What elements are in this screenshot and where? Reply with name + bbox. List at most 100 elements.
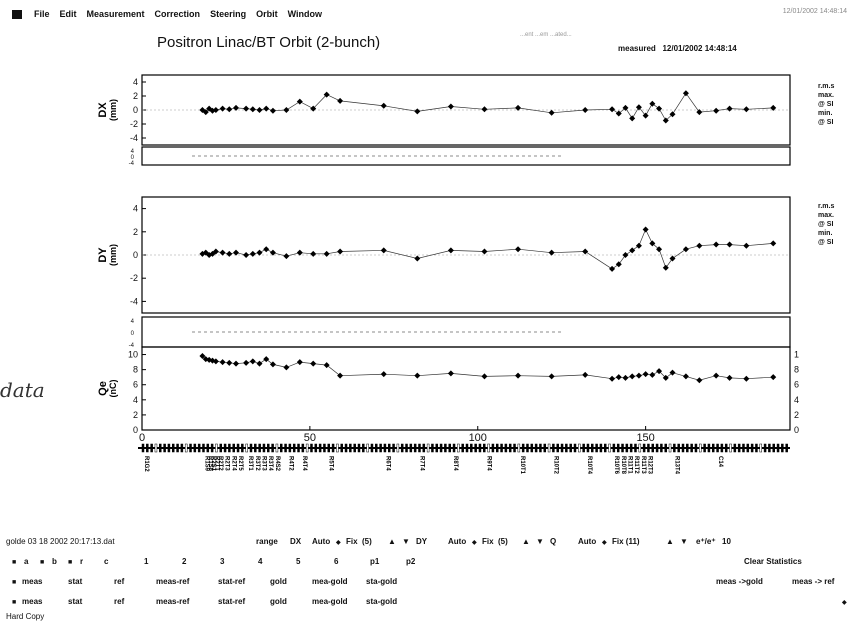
bunch-a-check-icon[interactable] xyxy=(12,557,16,566)
monitor-label: R11T1 xyxy=(626,456,632,474)
menu-steering[interactable]: Steering xyxy=(210,9,247,19)
row2-stat[interactable]: stat xyxy=(68,596,83,606)
bunch-5[interactable]: 5 xyxy=(296,556,301,566)
dy-range-label: DY xyxy=(416,536,428,546)
measured-label: measured 12/01/2002 14:48:14 xyxy=(618,44,737,53)
dx-up-arrow-icon[interactable] xyxy=(388,537,396,546)
bunch-a[interactable]: a xyxy=(24,556,29,566)
dy-point xyxy=(199,250,206,257)
beamline-element xyxy=(491,443,495,453)
monitor-label: R11T3 xyxy=(640,456,646,474)
dx-point xyxy=(263,105,270,112)
row2-meas-ref[interactable]: meas-ref xyxy=(156,596,190,606)
row2-stat-ref[interactable]: stat-ref xyxy=(218,596,246,606)
row2-radio-icon[interactable] xyxy=(842,597,847,606)
beamline-element xyxy=(318,443,322,453)
clear-statistics-button[interactable]: Clear Statistics xyxy=(744,556,802,566)
dx-stat-at-min: @ SI xyxy=(818,119,834,126)
beamline-element xyxy=(785,443,788,453)
qe-point xyxy=(296,359,303,366)
q-up-arrow-icon[interactable] xyxy=(666,537,674,546)
row2-meas[interactable]: meas xyxy=(22,596,43,606)
beamline-element xyxy=(305,443,309,453)
dx-point xyxy=(202,109,209,116)
row2-gold[interactable]: gold xyxy=(270,596,287,606)
menu-correction[interactable]: Correction xyxy=(154,9,201,19)
menu-file[interactable]: File xyxy=(34,9,50,19)
row1-ref[interactable]: ref xyxy=(114,576,125,586)
row1-mea-gold[interactable]: mea-gold xyxy=(312,576,348,586)
bunch-4[interactable]: 4 xyxy=(258,556,263,566)
row1-gold[interactable]: gold xyxy=(270,576,287,586)
q-radio-icon[interactable] xyxy=(602,537,607,546)
dy-point xyxy=(669,255,676,262)
bunch-b-check-icon[interactable] xyxy=(40,557,44,566)
bunch-r[interactable]: r xyxy=(80,556,84,566)
beamline-element xyxy=(383,443,387,453)
beamline-element xyxy=(215,443,218,453)
dy-point xyxy=(263,246,270,253)
monitor-label: R8T4 xyxy=(452,456,458,471)
beamline-element xyxy=(193,443,197,453)
dy-tick-label: -2 xyxy=(130,273,138,283)
row2-mea-gold[interactable]: mea-gold xyxy=(312,596,348,606)
row1-sta-gold[interactable]: sta-gold xyxy=(366,576,398,586)
dy-down-arrow-icon[interactable] xyxy=(536,537,544,546)
dx-down-arrow-icon[interactable] xyxy=(402,537,410,546)
q-down-arrow-icon[interactable] xyxy=(680,537,688,546)
bunch-1[interactable]: 1 xyxy=(144,556,149,566)
bunch-p1[interactable]: p1 xyxy=(370,556,380,566)
dx-point xyxy=(726,105,733,112)
dx-axis-title: DX xyxy=(97,102,109,118)
row2-meas-check-icon[interactable] xyxy=(12,597,16,606)
beamline-element xyxy=(163,443,166,453)
dy-tick-label: 4 xyxy=(133,204,138,214)
qe-point xyxy=(414,372,421,379)
dx-point xyxy=(380,102,387,109)
dx-auto-option[interactable]: Auto xyxy=(312,536,331,546)
row1-stat-ref[interactable]: stat-ref xyxy=(218,576,246,586)
beamline-element xyxy=(504,443,508,453)
bunch-6[interactable]: 6 xyxy=(334,556,339,566)
bunch-b[interactable]: b xyxy=(52,556,57,566)
beamline-element xyxy=(219,443,223,453)
menu-window[interactable]: Window xyxy=(287,9,322,19)
beamline-element xyxy=(724,443,728,453)
menu-edit[interactable]: Edit xyxy=(59,9,77,19)
bunch-3[interactable]: 3 xyxy=(220,556,225,566)
menu-orbit[interactable]: Orbit xyxy=(256,9,278,19)
q-fix-option[interactable]: Fix (11) xyxy=(612,536,640,546)
dy-radio-icon[interactable] xyxy=(472,537,477,546)
row1-meas-ref[interactable]: meas-ref xyxy=(156,576,190,586)
beamline-element xyxy=(673,443,676,453)
bunch-p2[interactable]: p2 xyxy=(406,556,416,566)
bunch-2[interactable]: 2 xyxy=(182,556,187,566)
dx-point xyxy=(226,106,233,113)
dy-up-arrow-icon[interactable] xyxy=(522,537,530,546)
dx-radio-icon[interactable] xyxy=(336,537,341,546)
qe-point xyxy=(515,372,522,379)
monitor-label: R1G2 xyxy=(143,456,149,472)
row2-ref[interactable]: ref xyxy=(114,596,125,606)
row1-meas[interactable]: meas xyxy=(22,576,43,586)
dx-point xyxy=(669,111,676,118)
dy-fix-option[interactable]: Fix xyxy=(482,536,494,546)
bunch-c[interactable]: c xyxy=(104,556,109,566)
window-menu-icon[interactable] xyxy=(12,9,22,19)
hard-copy-button[interactable]: Hard Copy xyxy=(6,612,45,621)
row1-meas-check-icon[interactable] xyxy=(12,577,16,586)
beamline-element xyxy=(254,443,257,453)
q-auto-option[interactable]: Auto xyxy=(578,536,597,546)
row1-stat[interactable]: stat xyxy=(68,576,83,586)
beamline-element xyxy=(616,443,620,453)
dx-fix-option[interactable]: Fix xyxy=(346,536,358,546)
beamline-element xyxy=(733,443,737,453)
bunch-r-check-icon[interactable] xyxy=(68,557,72,566)
dy-auto-option[interactable]: Auto xyxy=(448,536,467,546)
dy-stat-at-min: @ SI xyxy=(818,239,834,246)
meas-to-gold-button[interactable]: meas ->gold xyxy=(716,576,763,586)
meas-to-ref-button[interactable]: meas -> ref xyxy=(792,576,835,586)
menu-measurement[interactable]: Measurement xyxy=(86,9,145,19)
row2-sta-gold[interactable]: sta-gold xyxy=(366,596,398,606)
beamline-element xyxy=(292,443,296,453)
